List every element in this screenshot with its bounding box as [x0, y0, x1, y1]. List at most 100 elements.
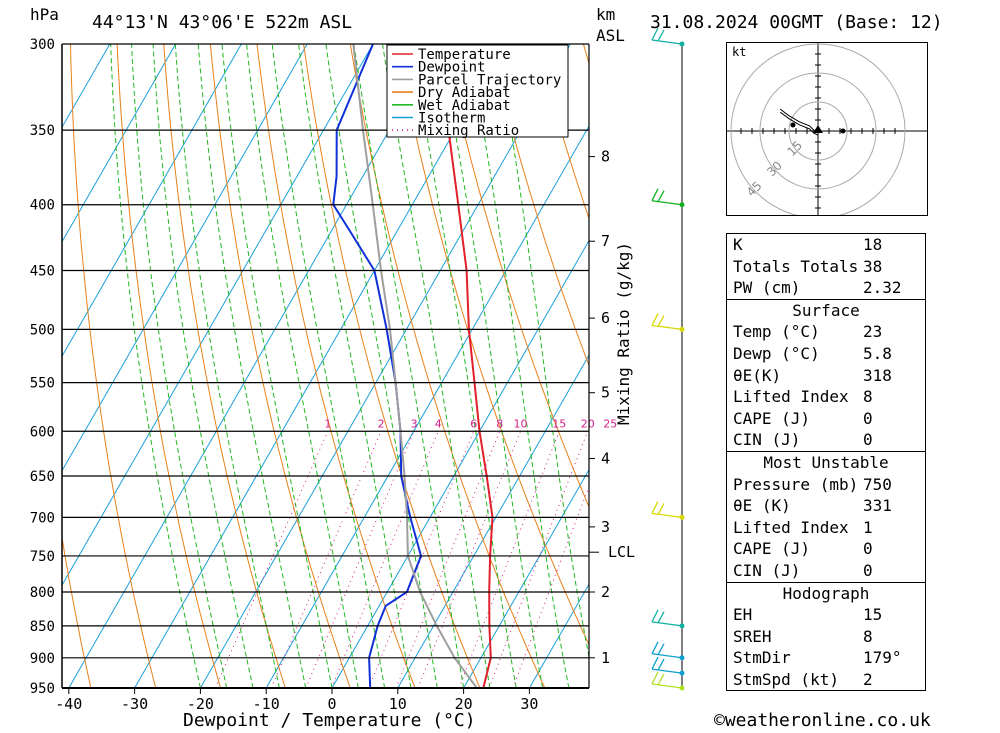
- index-label: StmDir: [733, 648, 791, 668]
- dry-adiabat-line: [957, 44, 1000, 688]
- height-tick-label: 1: [601, 649, 610, 667]
- height-tick-label: 4: [601, 450, 610, 468]
- location-title: 44°13'N 43°06'E 522m ASL: [92, 12, 353, 33]
- wind-barb-shaft: [651, 188, 683, 206]
- index-label: K: [733, 235, 743, 254]
- hodograph-indices-box: Hodograph EH 15 SREH 8 StmDir 179° StmSpd (kt) 2: [726, 582, 926, 692]
- index-value: 18: [863, 235, 883, 254]
- temperature-line: [437, 44, 494, 688]
- wet-adiabat-line: [246, 44, 359, 688]
- hodograph-ring: [788, 101, 848, 161]
- copyright-footer: ©weatheronline.co.uk: [714, 710, 931, 731]
- isotherm-line: [199, 44, 571, 688]
- wind-barb-shaft: [651, 27, 683, 45]
- plot-area: [62, 44, 1000, 688]
- hodograph-unit-label: kt: [732, 45, 747, 59]
- hodograph-panel: 15 30 45 kt: [726, 42, 928, 219]
- wet-adiabat-line: [325, 44, 438, 688]
- dry-adiabat-line: [443, 44, 589, 509]
- pressure-tick-label: 500: [30, 322, 55, 338]
- mixing-ratio-label: 25: [603, 417, 617, 430]
- most-unstable-box-title: Most Unstable: [763, 452, 889, 472]
- index-row: Dewp (°C) 5.8: [727, 343, 925, 365]
- mixing-ratio-line: [368, 431, 475, 688]
- index-row: CIN (J) 0: [727, 560, 925, 582]
- pressure-tick-label: 400: [30, 198, 55, 214]
- hodograph-point: [840, 128, 846, 134]
- indices-table: K 18 Totals Totals 38 PW (cm) 2.32 Surface Temp…: [726, 233, 926, 692]
- wind-barb-shaft: [651, 671, 683, 689]
- wet-adiabat-line: [353, 44, 465, 688]
- pressure-tick-label: 950: [30, 681, 55, 697]
- height-tick-label: 6: [601, 309, 610, 327]
- wind-barb: [651, 609, 685, 629]
- hodograph-ring: [759, 72, 877, 190]
- mixing-ratio-line: [305, 431, 415, 688]
- index-value: 318: [863, 365, 892, 385]
- dry-adiabat-line: [62, 534, 92, 688]
- pressure-tick-label: 800: [30, 585, 55, 601]
- dry-adiabat-line: [489, 44, 589, 367]
- mixing-ratio-line: [395, 431, 501, 688]
- index-value: 15: [863, 605, 883, 625]
- index-label: Pressure (mb): [733, 474, 859, 494]
- pressure-tick-label: 600: [30, 424, 55, 440]
- lcl-label: LCL: [608, 543, 635, 561]
- wet-adiabat-line: [382, 44, 491, 688]
- wind-barb-shaft: [651, 501, 683, 519]
- mixing-ratio-line: [214, 431, 329, 688]
- isotherm-line: [134, 44, 506, 688]
- x-tick-label: 20: [455, 695, 473, 713]
- index-label: Lifted Index: [733, 517, 849, 537]
- index-label: Totals Totals: [733, 256, 859, 276]
- wet-adiabat-line: [197, 44, 307, 688]
- index-value: 5.8: [863, 343, 892, 363]
- index-row: CAPE (J) 0: [727, 408, 925, 430]
- legend-entry: Parcel Trajectory: [418, 72, 561, 88]
- datetime-title: 31.08.2024 00GMT (Base: 12): [650, 12, 943, 33]
- pressure-tick-label: 350: [30, 123, 55, 139]
- index-value: 1: [863, 517, 873, 537]
- dry-adiabat-line: [396, 44, 589, 646]
- mixing-ratio-label: 1: [324, 417, 331, 430]
- index-row: CIN (J) 0: [727, 429, 925, 451]
- surface-box: Surface Temp (°C) 23 Dewp (°C) 5.8 θE(K) 318 Li…: [726, 299, 926, 452]
- wet-adiabat-line: [221, 44, 333, 688]
- legend-entry: Wet Adiabat: [418, 98, 511, 114]
- index-label: CAPE (J): [733, 539, 811, 559]
- index-value: 0: [863, 430, 873, 450]
- index-label: Dewp (°C): [733, 343, 820, 363]
- wet-adiabat-line: [410, 44, 517, 688]
- height-unit-km: km: [596, 5, 616, 24]
- pressure-tick-label: 700: [30, 510, 55, 526]
- wind-barb: [651, 641, 685, 661]
- height-tick-label: 5: [601, 384, 610, 402]
- index-label: CIN (J): [733, 430, 801, 450]
- index-value: 331: [863, 496, 892, 516]
- index-label: PW (cm): [733, 278, 801, 298]
- index-row: StmSpd (kt) 2: [727, 669, 925, 691]
- pressure-tick-label: 450: [30, 264, 55, 280]
- index-value: 23: [863, 322, 883, 342]
- index-label: SREH: [733, 626, 772, 646]
- mixing-ratio-label: 6: [470, 417, 477, 430]
- height-unit-asl: ASL: [596, 26, 625, 45]
- mixing-ratio-label: 20: [581, 417, 595, 430]
- pressure-tick-label: 650: [30, 469, 55, 485]
- legend-entry: Dewpoint: [418, 60, 485, 76]
- legend-entry: Dry Adiabat: [418, 85, 511, 101]
- legend-entry: Mixing Ratio: [418, 123, 519, 139]
- mixing-ratio-label: 4: [435, 417, 442, 430]
- height-tick-label: 7: [601, 232, 610, 250]
- hodograph-trace-shadow: [779, 108, 819, 133]
- index-label: StmSpd (kt): [733, 669, 839, 689]
- mixing-ratio-line: [488, 431, 589, 688]
- height-tick-label: 3: [601, 518, 610, 536]
- index-value: 8: [863, 626, 873, 646]
- x-tick-label: -40: [55, 695, 82, 713]
- most-unstable-box: Most Unstable Pressure (mb) 750 θE (K) 331 Li…: [726, 451, 926, 583]
- index-row: SREH 8: [727, 626, 925, 648]
- index-value: 750: [863, 474, 892, 494]
- wet-adiabat-line: [468, 44, 570, 688]
